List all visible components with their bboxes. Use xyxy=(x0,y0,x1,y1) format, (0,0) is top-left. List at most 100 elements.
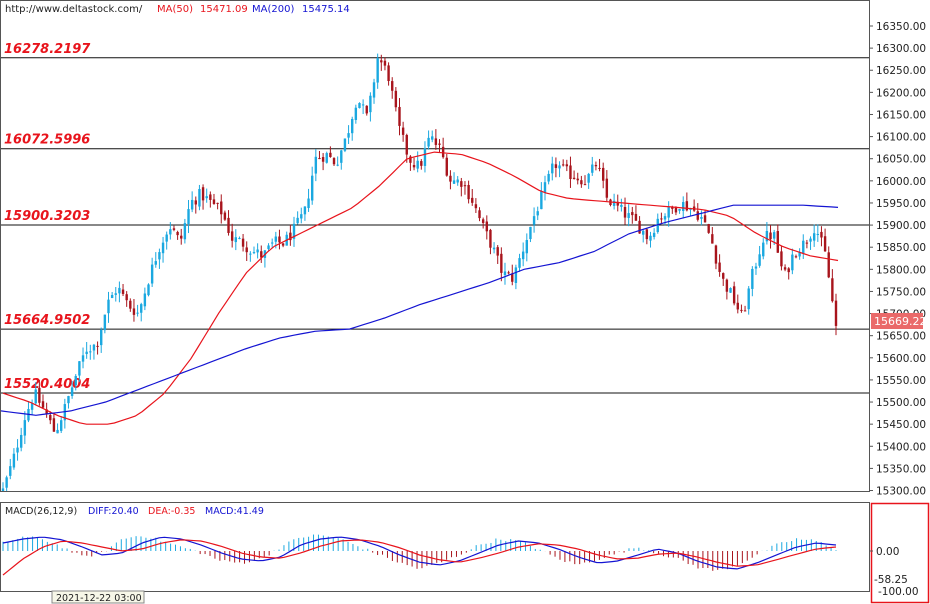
candle-body xyxy=(194,200,197,205)
candle-body xyxy=(481,219,485,223)
candle-body xyxy=(303,206,307,215)
candle-body xyxy=(460,181,463,187)
candle-body xyxy=(834,300,838,326)
candle-body xyxy=(398,106,401,126)
candle-body xyxy=(332,158,336,165)
price-tick-label: 15900.00 xyxy=(876,220,926,232)
candle-body xyxy=(416,160,419,169)
candle-body xyxy=(19,434,23,448)
candle-body xyxy=(100,329,103,346)
candle-body xyxy=(391,81,394,91)
price-tick-label: 15650.00 xyxy=(876,331,926,343)
candle-body xyxy=(5,477,8,488)
candle-body xyxy=(638,220,641,234)
candle-body xyxy=(492,247,496,250)
candle-body xyxy=(325,153,328,163)
candle-body xyxy=(576,178,579,181)
candle-body xyxy=(525,240,529,254)
candle-body xyxy=(369,95,372,113)
candle-body xyxy=(220,201,223,215)
site-url[interactable]: http://www.deltastock.com/ xyxy=(5,4,143,15)
candle-body xyxy=(671,206,674,209)
macd-value-label: MACD:41.49 xyxy=(205,506,264,517)
candle-body xyxy=(529,226,532,240)
price-tick-label: 16000.00 xyxy=(876,176,926,188)
candle-body xyxy=(201,187,205,201)
candle-body xyxy=(649,235,652,241)
candle-body xyxy=(150,264,154,284)
price-tick-label: 15800.00 xyxy=(876,264,926,276)
candle-body xyxy=(16,447,19,453)
ma200-value: 15475.14 xyxy=(302,4,350,15)
candle-body xyxy=(190,199,194,210)
candle-body xyxy=(223,212,227,220)
candle-body xyxy=(605,178,609,198)
candle-body xyxy=(310,175,314,201)
candle-body xyxy=(438,143,441,145)
candle-body xyxy=(740,309,743,311)
candle-body xyxy=(110,294,114,299)
candle-body xyxy=(74,376,77,386)
candle-body xyxy=(798,252,801,257)
candle-body xyxy=(56,429,59,434)
candle-body xyxy=(172,228,176,230)
candle-body xyxy=(816,233,820,235)
price-tick-label: 15600.00 xyxy=(876,353,926,365)
candle-body xyxy=(169,229,172,235)
candle-body xyxy=(198,188,201,207)
price-tick-label: 15500.00 xyxy=(876,397,926,409)
price-tick-label: 16250.00 xyxy=(876,65,926,77)
candle-body xyxy=(180,235,183,239)
candle-body xyxy=(405,135,408,155)
candle-body xyxy=(183,223,187,240)
candle-body xyxy=(831,278,834,302)
candle-body xyxy=(583,184,587,186)
candle-body xyxy=(340,150,343,163)
candle-body xyxy=(554,164,558,168)
candle-body xyxy=(78,361,81,376)
candle-body xyxy=(354,107,358,120)
candle-body xyxy=(89,351,92,353)
ma200-line xyxy=(1,204,839,416)
candle-body xyxy=(107,299,110,314)
candle-body xyxy=(129,300,132,309)
current-price-label: 15669.22 xyxy=(874,315,927,328)
candle-body xyxy=(234,237,238,243)
candle-body xyxy=(23,420,27,436)
candle-body xyxy=(711,234,714,244)
price-tick-label: 16300.00 xyxy=(876,43,926,55)
candle-body xyxy=(725,279,729,292)
candle-body xyxy=(758,254,761,266)
candle-body xyxy=(230,231,234,241)
candle-body xyxy=(401,127,405,135)
candle-body xyxy=(121,289,125,294)
candle-body xyxy=(449,175,452,182)
candle-body xyxy=(489,229,492,248)
candle-body xyxy=(783,267,787,270)
date-cursor-box xyxy=(51,590,145,604)
candle-body xyxy=(485,221,488,232)
candle-body xyxy=(587,173,590,183)
macd-title: MACD(26,12,9) xyxy=(5,506,77,517)
level-label: 15664.9502 xyxy=(4,313,90,328)
candle-body xyxy=(503,271,507,276)
price-tick-label: 16350.00 xyxy=(876,21,926,33)
candle-body xyxy=(176,231,179,236)
candle-body xyxy=(161,242,165,254)
candle-body xyxy=(594,165,598,167)
moving-averages xyxy=(1,151,839,425)
candle-body xyxy=(772,232,776,239)
candle-body xyxy=(140,304,143,313)
candle-body xyxy=(372,82,376,98)
candle-body xyxy=(780,251,783,267)
candle-body xyxy=(34,389,37,404)
candle-body xyxy=(245,247,248,253)
candle-body xyxy=(496,247,499,256)
candle-body xyxy=(394,90,398,108)
candle-body xyxy=(514,267,518,284)
candle-body xyxy=(642,230,645,235)
level-label: 16072.5996 xyxy=(4,133,90,148)
candle-body xyxy=(38,387,41,403)
candle-body xyxy=(722,273,725,279)
